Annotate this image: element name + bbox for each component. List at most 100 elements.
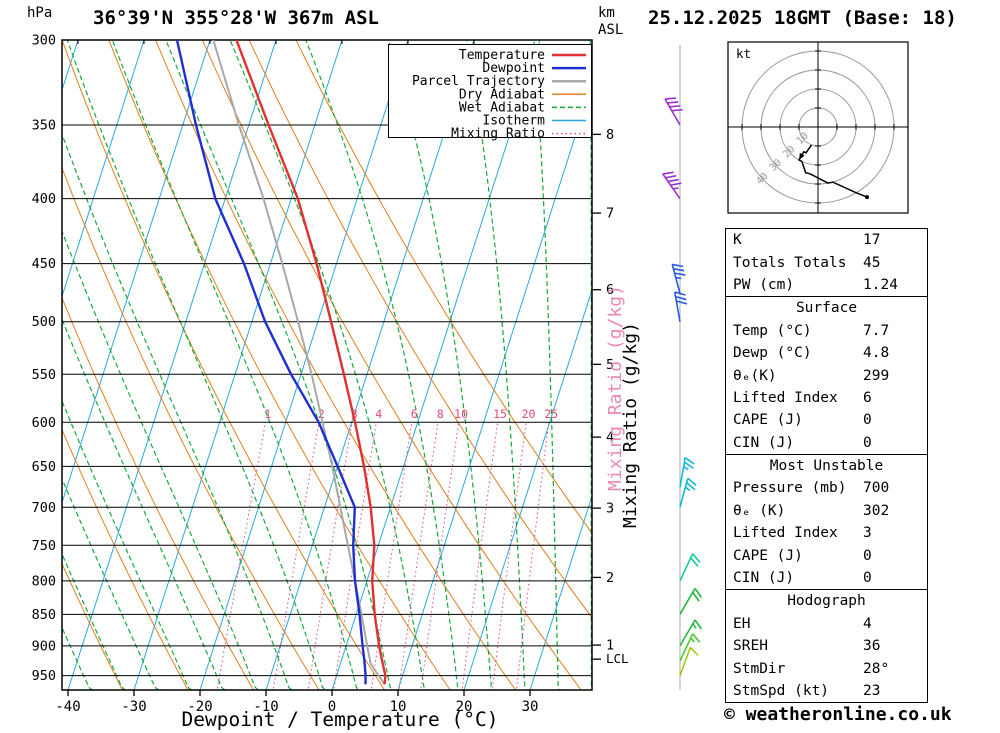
km-asl-ticks: 1 2 3 4 5 6 7 8 [592, 127, 614, 654]
svg-text:-10: -10 [253, 699, 278, 715]
x-axis-label: Dewpoint / Temperature (°C) [182, 708, 499, 731]
legend-item: Mixing Ratio [451, 127, 586, 142]
svg-text:900: 900 [32, 638, 56, 654]
svg-text:6: 6 [411, 407, 418, 421]
stat-row: PW (cm) 1.24 [726, 274, 927, 296]
stat-section: K 17 Totals Totals 45 PW (cm) 1.24 [726, 229, 927, 296]
stat-row: CIN (J) 0 [726, 432, 927, 454]
svg-text:20: 20 [456, 699, 473, 715]
stat-value: 28° [863, 660, 890, 677]
svg-text:5: 5 [606, 357, 614, 373]
svg-text:10: 10 [390, 699, 407, 715]
altitude-axis-unit: km ASL [598, 5, 623, 39]
stat-value: 0 [863, 547, 872, 564]
copyright: © weatheronline.co.uk [724, 704, 952, 725]
wind-barb [671, 263, 686, 294]
wind-barb [679, 619, 702, 647]
stat-row: StmSpd (kt) 23 [726, 680, 927, 702]
svg-text:3: 3 [351, 407, 358, 421]
stat-row: CAPE (J) 0 [726, 409, 927, 431]
skewt-diagram: 3003504004505005506006507007508008509009… [32, 33, 702, 731]
svg-text:750: 750 [32, 538, 56, 554]
section-header: Most Unstable [769, 458, 884, 475]
svg-text:350: 350 [32, 118, 56, 134]
svg-text:6: 6 [606, 282, 614, 298]
legend-item: Wet Adiabat [459, 100, 586, 115]
stat-value: 0 [863, 434, 872, 451]
svg-text:500: 500 [32, 314, 56, 330]
km-label: km [598, 5, 615, 21]
stat-label: Pressure (mb) [733, 480, 847, 497]
wind-barb [679, 477, 697, 508]
curve-temperature [235, 40, 387, 685]
legend-item: Dry Adiabat [459, 87, 586, 102]
stat-value: 4.8 [863, 345, 890, 362]
legend-item: Isotherm [482, 114, 586, 129]
station-title: 36°39'N 355°28'W 367m ASL [93, 7, 379, 29]
legend-item: Parcel Trajectory [412, 74, 586, 89]
legend-item: Temperature [459, 48, 586, 63]
stat-row: CIN (J) 0 [726, 567, 927, 589]
stat-row: EH 4 [726, 613, 927, 635]
stat-label: Dewp (°C) [733, 345, 812, 362]
svg-text:30: 30 [522, 699, 539, 715]
svg-text:Isotherm: Isotherm [482, 114, 545, 129]
stat-value: 17 [863, 232, 881, 249]
stat-row: CAPE (J) 0 [726, 544, 927, 566]
run-datetime: 25.12.2025 18GMT (Base: 18) [648, 7, 957, 29]
svg-text:550: 550 [32, 367, 56, 383]
stat-row: SREH 36 [726, 635, 927, 657]
svg-text:4: 4 [375, 407, 382, 421]
stat-section-surface: Surface Temp (°C) 7.7 Dewp (°C) 4.8 θₑ(K) 299 L… [726, 296, 927, 454]
svg-text:Temperature: Temperature [459, 48, 545, 63]
svg-text:400: 400 [32, 191, 56, 207]
wind-barb [679, 553, 701, 582]
mixing-ratio-axis-label: Mixing Ratio (g/kg) [620, 322, 641, 528]
svg-text:LCL: LCL [606, 651, 629, 666]
stat-section-hodograph: Hodograph EH 4 SREH 36 StmDir 28° StmSpd (kt) 23 [726, 589, 927, 702]
svg-text:Parcel Trajectory: Parcel Trajectory [412, 74, 545, 89]
svg-text:950: 950 [32, 668, 56, 684]
stat-value: 0 [863, 412, 872, 429]
section-header: Surface [795, 300, 858, 317]
stat-label: PW (cm) [733, 276, 795, 293]
isotherm-lines [62, 40, 592, 690]
pressure-tick-labels: 300 350 400 450 500 550 600 650 700 750 800 850 900 9… [32, 33, 56, 685]
svg-text:1: 1 [264, 407, 271, 421]
wind-barb [679, 587, 702, 615]
wind-barb [662, 171, 682, 200]
svg-text:0: 0 [328, 699, 336, 715]
svg-text:600: 600 [32, 415, 56, 431]
stat-label: Lifted Index [733, 525, 838, 542]
svg-text:Dry Adiabat: Dry Adiabat [459, 87, 545, 102]
svg-text:20: 20 [522, 407, 536, 421]
wind-barb [679, 633, 701, 662]
mixing-ratio-axis-label-pink: Mixing Ratio (g/kg) [605, 285, 626, 491]
mixing-ratio-value-labels: 1 2 3 4 6 8 10 15 20 25 [264, 407, 558, 421]
dry-adiabat-lines [62, 40, 592, 690]
svg-text:300: 300 [32, 33, 56, 49]
curve-parcel-trajectory [212, 40, 386, 685]
svg-text:8: 8 [437, 407, 444, 421]
stat-label: SREH [733, 638, 768, 655]
temperature-tick-labels: -40 -30 -20 -10 0 10 20 30 [55, 690, 538, 715]
sounding-curves [175, 40, 387, 685]
stat-row: Temp (°C) 7.7 [726, 320, 927, 342]
stat-row: θₑ (K) 302 [726, 500, 927, 522]
stat-label: CAPE (J) [733, 547, 803, 564]
stat-label: CIN (J) [733, 434, 795, 451]
stat-label: θₑ(K) [733, 367, 777, 384]
svg-text:450: 450 [32, 256, 56, 272]
svg-text:25: 25 [544, 407, 558, 421]
svg-text:10: 10 [795, 131, 811, 147]
svg-text:850: 850 [32, 607, 56, 623]
lcl-marker: LCL [592, 651, 629, 666]
svg-text:-30: -30 [121, 699, 146, 715]
svg-text:8: 8 [606, 127, 614, 143]
stat-row: K 17 [726, 229, 927, 251]
stat-label: θₑ (K) [733, 502, 786, 519]
svg-text:-20: -20 [187, 699, 212, 715]
svg-text:3: 3 [606, 501, 614, 517]
